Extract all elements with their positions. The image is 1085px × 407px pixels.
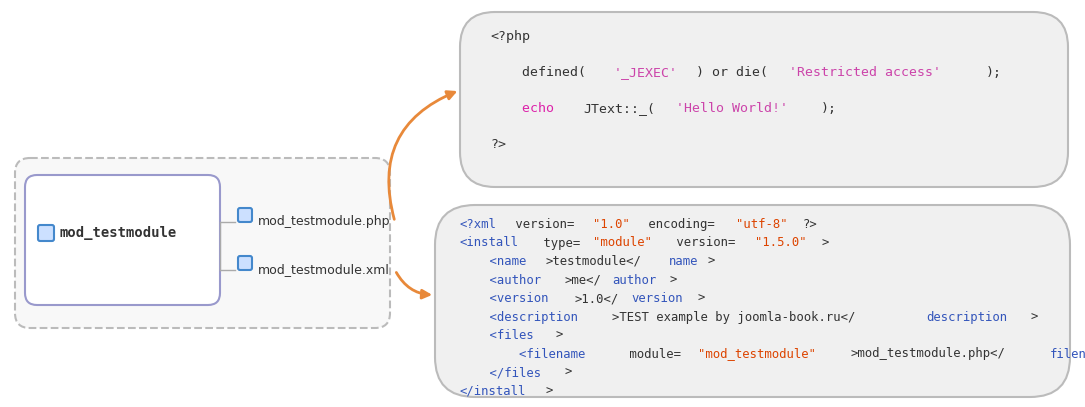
Text: '_JEXEC': '_JEXEC' [614, 66, 678, 79]
Text: "utf-8": "utf-8" [736, 218, 788, 231]
Text: >: > [564, 366, 572, 379]
Text: >: > [546, 385, 553, 398]
Text: <?xml: <?xml [460, 218, 497, 231]
Text: >: > [556, 329, 562, 342]
Text: version=: version= [508, 218, 574, 231]
Text: filename: filename [1050, 348, 1085, 361]
Text: ) or die(: ) or die( [697, 66, 768, 79]
Text: );: ); [820, 102, 837, 115]
Text: >: > [669, 274, 677, 287]
Text: 'Hello World!': 'Hello World!' [676, 102, 788, 115]
Text: name: name [669, 255, 699, 268]
Text: version: version [631, 292, 682, 305]
Text: "1.5.0": "1.5.0" [755, 236, 806, 249]
Text: >: > [707, 255, 715, 268]
Text: <install: <install [460, 236, 519, 249]
FancyBboxPatch shape [238, 256, 252, 270]
Text: version=: version= [669, 236, 736, 249]
FancyBboxPatch shape [460, 12, 1068, 187]
FancyBboxPatch shape [435, 205, 1070, 397]
Text: </files: </files [460, 366, 541, 379]
Text: type=: type= [536, 236, 580, 249]
Text: >: > [821, 236, 829, 249]
Text: <?php: <?php [490, 30, 529, 43]
Text: ?>: ?> [803, 218, 817, 231]
Text: <description: <description [460, 311, 578, 324]
Text: author: author [612, 274, 656, 287]
FancyBboxPatch shape [238, 208, 252, 222]
FancyBboxPatch shape [25, 175, 220, 305]
Text: module=: module= [622, 348, 680, 361]
Text: <files: <files [460, 329, 534, 342]
Text: ?>: ?> [490, 138, 506, 151]
Text: "1.0": "1.0" [593, 218, 630, 231]
Text: encoding=: encoding= [641, 218, 715, 231]
Text: >testmodule</: >testmodule</ [546, 255, 641, 268]
FancyBboxPatch shape [15, 158, 390, 328]
Text: <version: <version [460, 292, 549, 305]
Text: mod_testmodule.xml: mod_testmodule.xml [258, 263, 390, 276]
Text: 'Restricted access': 'Restricted access' [790, 66, 942, 79]
Text: "mod_testmodule": "mod_testmodule" [698, 348, 816, 361]
Text: >TEST example by joomla-book.ru</: >TEST example by joomla-book.ru</ [612, 311, 856, 324]
Text: <author: <author [460, 274, 541, 287]
Text: mod_testmodule.php: mod_testmodule.php [258, 215, 391, 228]
Text: >1.0</: >1.0</ [574, 292, 618, 305]
Text: );: ); [985, 66, 1001, 79]
Text: mod_testmodule: mod_testmodule [60, 226, 177, 240]
Text: </install: </install [460, 385, 526, 398]
Text: echo: echo [490, 102, 562, 115]
Text: description: description [927, 311, 1007, 324]
FancyBboxPatch shape [38, 225, 54, 241]
Text: >mod_testmodule.php</: >mod_testmodule.php</ [851, 348, 1005, 361]
Text: <filename: <filename [460, 348, 586, 361]
Text: >me</: >me</ [564, 274, 601, 287]
Text: >: > [1031, 311, 1038, 324]
Text: >: > [698, 292, 705, 305]
Text: JText::_(: JText::_( [583, 102, 655, 115]
Text: "module": "module" [593, 236, 652, 249]
Text: <name: <name [460, 255, 526, 268]
Text: defined(: defined( [490, 66, 586, 79]
